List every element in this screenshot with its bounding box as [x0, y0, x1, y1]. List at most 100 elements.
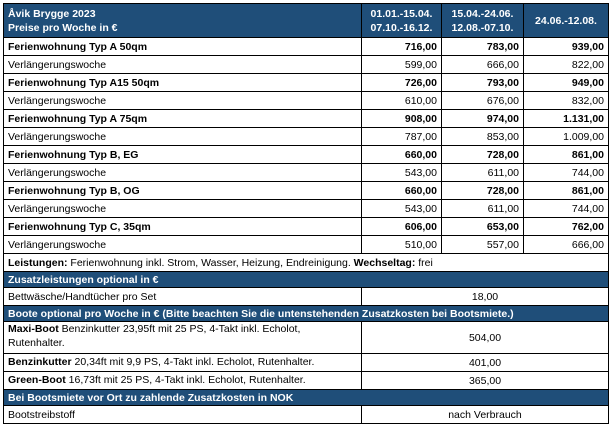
price-cell: 861,00 — [523, 181, 609, 200]
price-cell: 744,00 — [523, 163, 609, 182]
extension-row: Verlängerungswoche 543,00 611,00 744,00 — [3, 199, 609, 218]
boat-name: Maxi-Boot — [8, 323, 59, 335]
extension-row: Verlängerungswoche 787,00 853,00 1.009,0… — [3, 127, 609, 146]
extension-label: Verlängerungswoche — [3, 199, 362, 218]
boat-row: Green-Boot 16,73ft mit 25 PS, 4-Takt ink… — [3, 371, 609, 390]
extra-label: Bettwäsche/Handtücher pro Set — [3, 287, 362, 306]
header-title-cell: Åvik Brygge 2023 Preise pro Woche in € — [3, 3, 362, 38]
boat-desc: Benzinkutter 23,95ft mit 25 PS, 4-Takt i… — [8, 323, 301, 349]
boats-heading: Boote optional pro Woche in € (Bitte bea… — [3, 305, 609, 322]
apartment-row: Ferienwohnung Typ A 75qm 908,00 974,00 1… — [3, 109, 609, 128]
price-cell: 939,00 — [523, 37, 609, 56]
price-cell: 744,00 — [523, 199, 609, 218]
extension-label: Verlängerungswoche — [3, 55, 362, 74]
table-subtitle: Preise pro Woche in € — [8, 21, 118, 34]
period-3-header: 24.06.-12.08. — [523, 3, 609, 38]
period-1-line1: 01.01.-15.04. — [370, 7, 433, 20]
apartment-name: Ferienwohnung Typ B, OG — [3, 181, 362, 200]
price-cell: 660,00 — [361, 181, 442, 200]
price-table: Åvik Brygge 2023 Preise pro Woche in € 0… — [3, 3, 609, 424]
apartment-name: Ferienwohnung Typ A 50qm — [3, 37, 362, 56]
extension-row: Verlängerungswoche 599,00 666,00 822,00 — [3, 55, 609, 74]
extra-row: Bettwäsche/Handtücher pro Set 18,00 — [3, 287, 609, 306]
local-cost-row: Bootstreibstoff nach Verbrauch — [3, 405, 609, 424]
local-cost-label: Bootstreibstoff — [3, 405, 362, 424]
boat-desc-cell: Green-Boot 16,73ft mit 25 PS, 4-Takt ink… — [3, 371, 362, 390]
services-cell: Leistungen: Ferienwohnung inkl. Strom, W… — [3, 253, 609, 272]
boat-desc: 20,34ft mit 9,9 PS, 4-Takt inkl. Echolot… — [71, 356, 315, 368]
services-text: Ferienwohnung inkl. Strom, Wasser, Heizu… — [67, 256, 354, 269]
price-cell: 510,00 — [361, 235, 442, 254]
change-day-label: Wechseltag: — [353, 256, 416, 269]
boat-row: Maxi-Boot Benzinkutter 23,95ft mit 25 PS… — [3, 321, 609, 354]
price-cell: 1.131,00 — [523, 109, 609, 128]
table-title: Åvik Brygge 2023 — [8, 7, 96, 20]
boat-desc-cell: Maxi-Boot Benzinkutter 23,95ft mit 25 PS… — [3, 321, 362, 354]
price-cell: 861,00 — [523, 145, 609, 164]
price-cell: 610,00 — [361, 91, 442, 110]
price-cell: 653,00 — [441, 217, 524, 236]
price-cell: 974,00 — [441, 109, 524, 128]
price-cell: 606,00 — [361, 217, 442, 236]
services-row: Leistungen: Ferienwohnung inkl. Strom, W… — [3, 253, 609, 272]
boat-name: Benzinkutter — [8, 356, 72, 368]
extension-row: Verlängerungswoche 510,00 557,00 666,00 — [3, 235, 609, 254]
price-cell: 543,00 — [361, 163, 442, 182]
price-cell: 726,00 — [361, 73, 442, 92]
period-1-line2: 07.10.-16.12. — [370, 21, 433, 34]
price-cell: 762,00 — [523, 217, 609, 236]
price-cell: 543,00 — [361, 199, 442, 218]
price-cell: 557,00 — [441, 235, 524, 254]
price-cell: 787,00 — [361, 127, 442, 146]
period-2-line1: 15.04.-24.06. — [451, 7, 514, 20]
extension-row: Verlängerungswoche 610,00 676,00 832,00 — [3, 91, 609, 110]
period-3-line1: 24.06.-12.08. — [535, 14, 597, 27]
boat-name: Green-Boot — [8, 374, 66, 386]
price-cell: 853,00 — [441, 127, 524, 146]
price-cell: 908,00 — [361, 109, 442, 128]
period-1-header: 01.01.-15.04. 07.10.-16.12. — [361, 3, 442, 38]
price-cell: 660,00 — [361, 145, 442, 164]
services-label: Leistungen: — [8, 256, 68, 269]
price-cell: 728,00 — [441, 145, 524, 164]
price-cell: 822,00 — [523, 55, 609, 74]
price-cell: 793,00 — [441, 73, 524, 92]
section-header-extras: Zusatzleistungen optional in € — [3, 271, 609, 288]
local-heading: Bei Bootsmiete vor Ort zu zahlende Zusat… — [3, 389, 609, 406]
boat-desc: 16,73ft mit 25 PS, 4-Takt inkl. Echolot,… — [65, 374, 306, 386]
boat-price: 401,00 — [361, 353, 609, 372]
price-cell: 666,00 — [523, 235, 609, 254]
period-2-line2: 12.08.-07.10. — [451, 21, 514, 34]
apartment-name: Ferienwohnung Typ A 75qm — [3, 109, 362, 128]
boat-price: 365,00 — [361, 371, 609, 390]
price-cell: 599,00 — [361, 55, 442, 74]
extension-label: Verlängerungswoche — [3, 91, 362, 110]
local-cost-value: nach Verbrauch — [361, 405, 609, 424]
extension-label: Verlängerungswoche — [3, 163, 362, 182]
price-cell: 949,00 — [523, 73, 609, 92]
table-header: Åvik Brygge 2023 Preise pro Woche in € 0… — [3, 3, 609, 38]
extras-heading: Zusatzleistungen optional in € — [3, 271, 609, 288]
boat-price: 504,00 — [361, 321, 609, 354]
extension-label: Verlängerungswoche — [3, 127, 362, 146]
extension-row: Verlängerungswoche 543,00 611,00 744,00 — [3, 163, 609, 182]
extra-price: 18,00 — [361, 287, 609, 306]
price-cell: 676,00 — [441, 91, 524, 110]
apartment-row: Ferienwohnung Typ C, 35qm 606,00 653,00 … — [3, 217, 609, 236]
price-cell: 611,00 — [441, 199, 524, 218]
price-cell: 728,00 — [441, 181, 524, 200]
price-cell: 783,00 — [441, 37, 524, 56]
section-header-local: Bei Bootsmiete vor Ort zu zahlende Zusat… — [3, 389, 609, 406]
apartment-name: Ferienwohnung Typ A15 50qm — [3, 73, 362, 92]
apartment-row: Ferienwohnung Typ B, OG 660,00 728,00 86… — [3, 181, 609, 200]
price-cell: 611,00 — [441, 163, 524, 182]
price-cell: 666,00 — [441, 55, 524, 74]
price-cell: 716,00 — [361, 37, 442, 56]
apartment-row: Ferienwohnung Typ B, EG 660,00 728,00 86… — [3, 145, 609, 164]
period-2-header: 15.04.-24.06. 12.08.-07.10. — [441, 3, 524, 38]
apartment-name: Ferienwohnung Typ C, 35qm — [3, 217, 362, 236]
apartment-name: Ferienwohnung Typ B, EG — [3, 145, 362, 164]
boat-desc-cell: Benzinkutter 20,34ft mit 9,9 PS, 4-Takt … — [3, 353, 362, 372]
apartment-row: Ferienwohnung Typ A 50qm 716,00 783,00 9… — [3, 37, 609, 56]
extension-label: Verlängerungswoche — [3, 235, 362, 254]
